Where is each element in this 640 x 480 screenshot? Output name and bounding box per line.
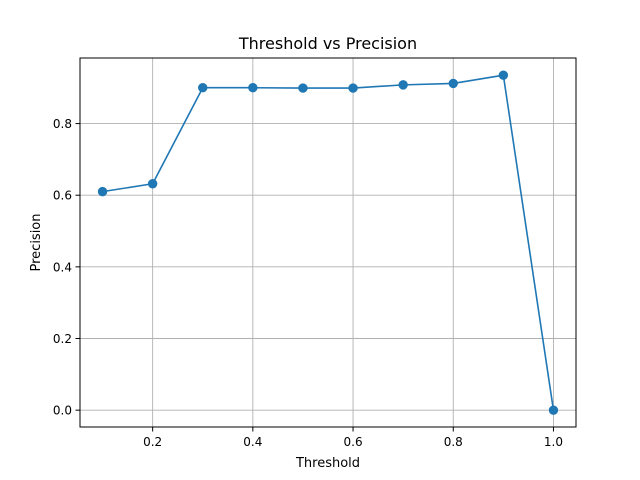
data-point-marker bbox=[248, 83, 258, 93]
data-point-marker bbox=[147, 179, 158, 189]
data-point-marker bbox=[97, 186, 108, 197]
data-point-marker bbox=[448, 78, 458, 89]
data-point-marker bbox=[398, 80, 408, 90]
series-layer bbox=[97, 70, 559, 415]
grid-layer bbox=[80, 58, 576, 427]
x-tick-label: 0.4 bbox=[243, 435, 262, 449]
x-axis-label: Threshold bbox=[295, 456, 360, 471]
data-point-marker bbox=[348, 83, 358, 93]
y-tick-label: 0.4 bbox=[53, 260, 72, 274]
y-tick-label: 0.2 bbox=[53, 332, 72, 346]
x-tick-label: 0.2 bbox=[143, 435, 162, 449]
data-point-marker bbox=[298, 83, 308, 93]
data-point-marker bbox=[548, 405, 559, 415]
x-tick-label: 0.8 bbox=[444, 435, 463, 449]
series-line bbox=[102, 74, 555, 411]
y-tick-label: 0.6 bbox=[53, 189, 72, 203]
x-tick-label: 0.6 bbox=[344, 435, 363, 449]
y-tick-label: 0.0 bbox=[53, 404, 72, 418]
tick-layer: 0.2 0.4 0.6 0.8 1.0 0.0 0.2 0.4 0.6 0.8 bbox=[53, 117, 563, 449]
y-tick-label: 0.8 bbox=[53, 117, 72, 131]
x-tick-label: 1.0 bbox=[544, 435, 563, 449]
data-point-marker bbox=[198, 83, 208, 93]
chart-title: Threshold vs Precision bbox=[238, 34, 417, 53]
y-axis-label: Precision bbox=[29, 213, 44, 271]
data-point-marker bbox=[498, 70, 509, 80]
plot-frame bbox=[79, 57, 577, 428]
